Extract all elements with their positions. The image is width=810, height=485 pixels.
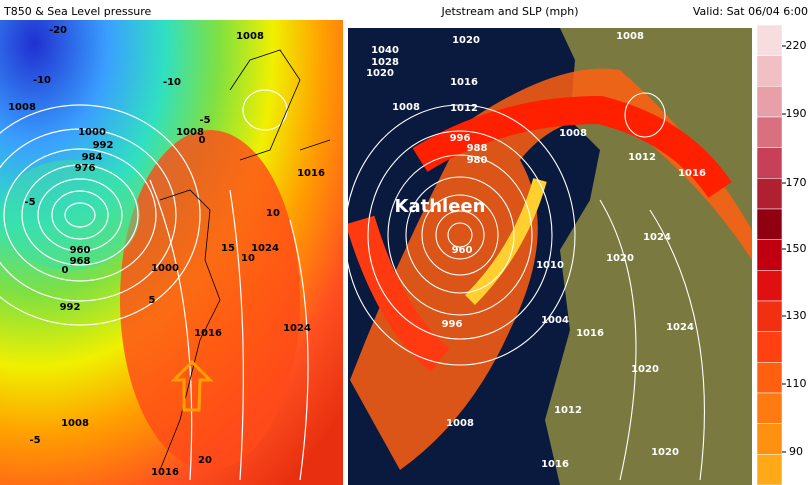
contour-label: 1024 [643,232,671,243]
contour-label: 1020 [606,253,634,264]
color-band [756,178,783,210]
contour-label: 1020 [366,68,394,79]
color-band [756,24,783,56]
colorbar-label: 110 [786,377,807,390]
contour-label: 1012 [450,103,478,114]
contour-label: 1016 [576,328,604,339]
colorbar: 220 190 170 150 130 110 90 [756,24,807,485]
contour-label: 1008 [616,31,644,42]
contour-label: 1020 [631,364,659,375]
color-band [756,392,783,424]
contour-label: 1000 [78,127,106,138]
contour-label: 1008 [236,31,264,42]
valid-time: Valid: Sat 06/04 6:00 [693,5,808,18]
color-band [756,147,783,179]
contour-label: 980 [467,155,488,166]
contour-label: 1016 [151,467,179,478]
contour-label: 1020 [651,447,679,458]
colorbar-label: 150 [786,242,807,255]
contour-label: 996 [450,133,471,144]
contour-label: 960 [70,245,91,256]
color-band [756,116,783,148]
colorbar-label: 170 [786,176,807,189]
color-band [756,208,783,240]
contour-label: 0 [199,135,206,146]
colorbar-label: 220 [786,39,807,52]
contour-label: 1008 [392,102,420,113]
contour-label: -10 [33,75,51,86]
contour-label: 1000 [151,263,179,274]
contour-label: 1016 [450,77,478,88]
contour-label: 988 [467,143,488,154]
contour-label: 5 [149,295,156,306]
contour-label: -5 [29,435,40,446]
contour-label: 992 [60,302,81,313]
colorbar-label: 190 [786,107,807,120]
contour-label: 10 [266,208,280,219]
contour-label: 1008 [61,418,89,429]
contour-label: 1008 [446,418,474,429]
color-band [756,55,783,87]
color-band [756,423,783,455]
contour-label: 1016 [678,168,706,179]
color-band [756,300,783,332]
contour-label: 1010 [536,260,564,271]
left-map [0,20,343,485]
contour-label: 15 [221,243,235,254]
contour-label: 1028 [371,57,399,68]
colorbar-label: 130 [786,309,807,322]
contour-label: 1016 [297,168,325,179]
contour-label: 1024 [283,323,311,334]
contour-label: 1024 [251,243,279,254]
color-band [756,86,783,118]
contour-label: 1016 [194,328,222,339]
contour-label: 1012 [628,152,656,163]
storm-name: Kathleen [395,196,486,217]
contour-label: 1004 [541,315,569,326]
contour-label: 1008 [559,128,587,139]
colorbar-label: 90 [789,445,803,458]
right-map [348,28,752,485]
contour-label: -20 [49,25,67,36]
contour-label: 1008 [8,102,36,113]
contour-label: 960 [452,245,473,256]
contour-label: 1016 [541,459,569,470]
contour-label: 1040 [371,45,399,56]
contour-label: -5 [24,197,35,208]
center-title: Jetstream and SLP (mph) [440,5,578,18]
left-title: T850 & Sea Level pressure [3,5,152,18]
contour-label: 1024 [666,322,694,333]
contour-label: 976 [75,163,96,174]
contour-label: 984 [82,152,103,163]
contour-label: 996 [442,319,463,330]
color-band [756,239,783,271]
contour-label: -10 [163,77,181,88]
color-band [756,362,783,394]
contour-label: 992 [93,140,114,151]
contour-label: 20 [198,455,212,466]
color-band [756,454,783,485]
contour-label: 968 [70,256,91,267]
contour-label: 10 [241,253,255,264]
color-band [756,331,783,363]
contour-label: 1012 [554,405,582,416]
contour-label: 1020 [452,35,480,46]
color-band [756,270,783,302]
contour-label: 0 [62,265,69,276]
contour-label: -5 [199,115,210,126]
contour-label: 1008 [176,127,204,138]
